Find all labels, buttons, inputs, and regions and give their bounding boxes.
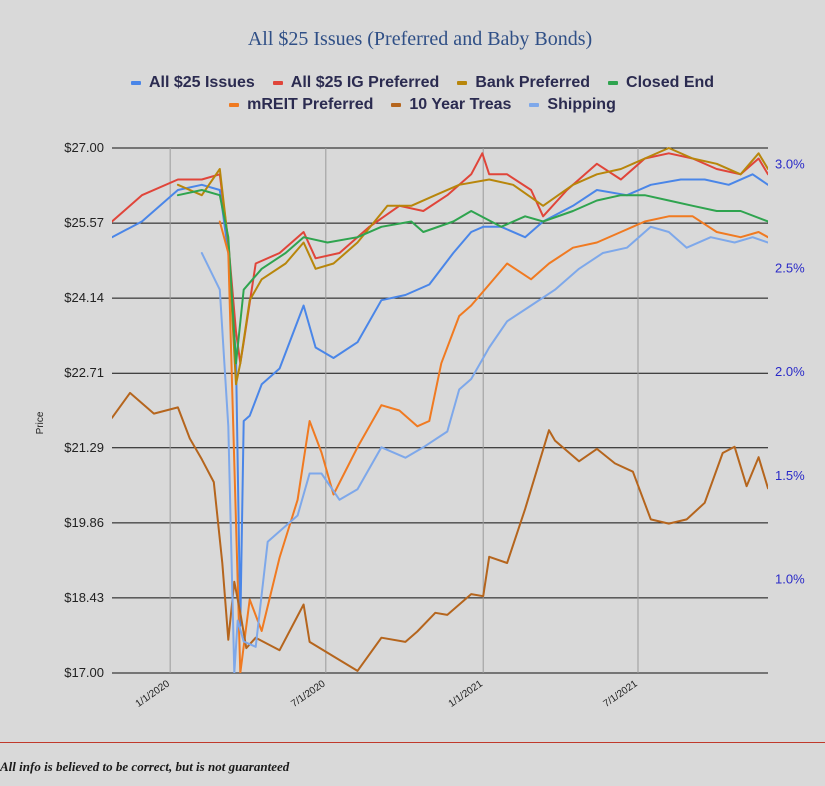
- gridlines: [112, 147, 768, 674]
- legend-swatch: [272, 81, 283, 85]
- series-line-all-25-issues: [112, 173, 768, 627]
- legend-label: 10 Year Treas: [409, 96, 512, 113]
- legend-label: All $25 Issues: [148, 74, 255, 91]
- legend-label: Bank Preferred: [475, 74, 591, 91]
- legend-item: All $25 IG Preferred: [272, 74, 440, 92]
- legend-item: Shipping: [529, 96, 616, 114]
- y-tick-label: $22.71: [64, 365, 104, 380]
- series-line-10-year-treas: [112, 391, 768, 672]
- series-lines: [112, 147, 768, 673]
- series-line-shipping: [200, 225, 768, 673]
- legend-swatch: [457, 81, 468, 85]
- legend-label: mREIT Preferred: [247, 96, 374, 113]
- x-tick-label: 1/1/2021: [447, 678, 486, 710]
- footer-divider: [0, 742, 825, 743]
- y2-tick-label: 3.0%: [775, 157, 805, 172]
- legend-label: All $25 IG Preferred: [290, 74, 440, 91]
- y2-tick-label: 2.5%: [775, 260, 805, 275]
- legend-item: Bank Preferred: [457, 74, 590, 92]
- disclaimer-text: All info is believed to be correct, but …: [0, 759, 290, 774]
- y-tick-label: $24.14: [64, 290, 104, 305]
- y2-tick-label: 1.5%: [775, 468, 805, 483]
- chart-title: All $25 Issues (Preferred and Baby Bonds…: [247, 28, 593, 50]
- legend-label: Closed End: [626, 74, 715, 91]
- y-tick-label: $19.86: [64, 515, 104, 530]
- y-tick-label: $27.00: [64, 140, 104, 155]
- x-tick-label: 7/1/2020: [289, 678, 328, 710]
- legend-item: All $25 Issues: [130, 74, 255, 92]
- series-line-bank-preferred: [176, 147, 768, 386]
- legend-swatch: [229, 103, 240, 107]
- y-tick-label: $25.57: [64, 215, 104, 230]
- legend-swatch: [608, 81, 619, 85]
- series-line-closed-end: [176, 189, 768, 365]
- series-line-mreit-preferred: [218, 215, 768, 673]
- y-axis-label: Price: [35, 411, 46, 434]
- legend-item: 10 Year Treas: [391, 96, 511, 114]
- y2-tick-label: 1.0%: [775, 572, 805, 587]
- legend-label: Shipping: [547, 96, 616, 113]
- legend-swatch: [130, 81, 141, 85]
- legend-swatch: [391, 103, 402, 107]
- series-line-all-25-ig-preferred: [112, 152, 768, 365]
- chart-legend: All $25 Issues All $25 IG Preferred Bank P…: [60, 74, 785, 114]
- legend-item: Closed End: [608, 74, 714, 92]
- y-tick-label: $21.29: [64, 440, 104, 455]
- legend-swatch: [529, 103, 540, 107]
- y2-tick-label: 2.0%: [775, 364, 805, 379]
- y-tick-label: $17.00: [64, 665, 104, 680]
- line-chart: $27.00 $25.57 $24.14 $22.71 $21.29 $19.86 $18.…: [35, 140, 805, 710]
- legend-item: mREIT Preferred: [229, 96, 373, 114]
- y-tick-label: $18.43: [64, 590, 104, 605]
- x-tick-label: 7/1/2021: [602, 678, 641, 710]
- x-tick-label: 1/1/2020: [134, 678, 173, 710]
